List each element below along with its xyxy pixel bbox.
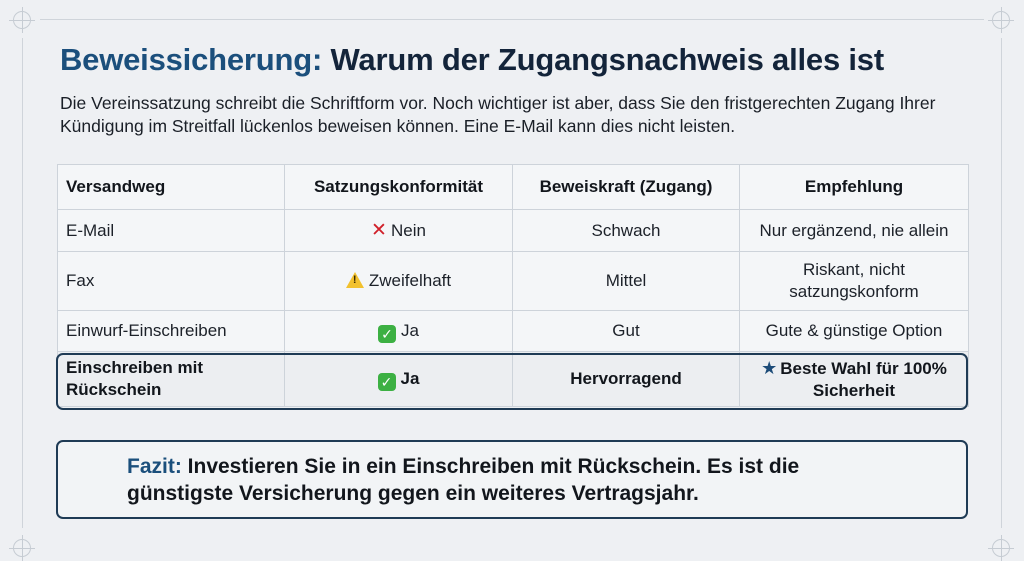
title-accent: Beweissicherung: bbox=[60, 42, 323, 77]
column-header-versandweg: Versandweg bbox=[57, 164, 285, 210]
check-mark-icon: ✓ bbox=[378, 324, 397, 343]
conclusion-body: Investieren Sie in ein Einschreiben mit … bbox=[127, 454, 800, 505]
check-mark-icon: ✓ bbox=[377, 372, 396, 391]
cell-versandweg: Fax bbox=[57, 251, 285, 311]
crop-mark-bottom-right-icon bbox=[988, 535, 1014, 561]
comparison-table: Versandweg Satzungskonformität Beweiskra… bbox=[57, 164, 969, 407]
cell-beweiskraft: Mittel bbox=[512, 251, 740, 311]
cell-konformitaet: ✓ Ja bbox=[284, 351, 513, 407]
konformitaet-value: Ja bbox=[400, 368, 420, 388]
cell-versandweg: E-Mail bbox=[57, 209, 285, 252]
table-header-row: Versandweg Satzungskonformität Beweiskra… bbox=[57, 164, 969, 210]
column-header-satzungskonformitaet: Satzungskonformität bbox=[284, 164, 513, 210]
warning-icon bbox=[345, 272, 364, 288]
table-row: E-Mail ✕ Nein Schwach Nur ergänzend, nie … bbox=[57, 209, 969, 252]
table-row-highlighted: Einschreiben mit Rückschein ✓ Ja Hervorra… bbox=[57, 351, 969, 407]
title-rest: Warum der Zugangsnachweis alles ist bbox=[322, 42, 885, 77]
star-icon: ★ bbox=[761, 357, 778, 378]
cell-empfehlung: Gute & günstige Option bbox=[739, 310, 969, 352]
conclusion-label: Fazit: bbox=[127, 454, 182, 478]
cell-empfehlung: Nur ergänzend, nie allein bbox=[739, 209, 969, 252]
crop-mark-bottom-left-icon bbox=[9, 535, 35, 561]
konformitaet-value: Ja bbox=[401, 320, 419, 340]
column-header-beweiskraft: Beweiskraft (Zugang) bbox=[512, 164, 740, 210]
comparison-table-container: Versandweg Satzungskonformität Beweiskra… bbox=[57, 164, 969, 407]
empfehlung-value: Beste Wahl für 100% Sicherheit bbox=[780, 358, 947, 400]
table-row: Einwurf-Einschreiben ✓ Ja Gut Gute & güns… bbox=[57, 310, 969, 352]
cell-beweiskraft: Hervorragend bbox=[512, 351, 740, 407]
column-header-empfehlung: Empfehlung bbox=[739, 164, 969, 210]
cell-empfehlung: Riskant, nicht satzungskonform bbox=[739, 251, 969, 311]
frame-left-line bbox=[22, 38, 23, 528]
crop-mark-top-left-icon bbox=[9, 7, 35, 33]
cell-empfehlung: ★ Beste Wahl für 100% Sicherheit bbox=[739, 351, 969, 407]
conclusion-text: Fazit: Investieren Sie in ein Einschreib… bbox=[127, 453, 897, 507]
cell-versandweg: Einschreiben mit Rückschein bbox=[57, 351, 285, 407]
frame-right-line bbox=[1001, 38, 1002, 528]
cell-konformitaet: ✕ Nein bbox=[284, 209, 513, 252]
frame-top-line bbox=[40, 19, 984, 20]
crop-mark-top-right-icon bbox=[988, 7, 1014, 33]
intro-paragraph: Die Vereinssatzung schreibt die Schriftf… bbox=[60, 93, 936, 136]
konformitaet-value: Nein bbox=[390, 220, 426, 240]
cell-konformitaet: ✓ Ja bbox=[284, 310, 513, 352]
cross-mark-icon: ✕ bbox=[371, 219, 387, 241]
cell-versandweg: Einwurf-Einschreiben bbox=[57, 310, 285, 352]
cell-konformitaet: Zweifelhaft bbox=[284, 251, 513, 311]
table-row: Fax Zweifelhaft Mittel Riskant, nicht sa… bbox=[57, 251, 969, 311]
konformitaet-value: Zweifelhaft bbox=[368, 271, 452, 290]
page-title: Beweissicherung: Warum der Zugangsnachwe… bbox=[60, 42, 884, 78]
conclusion-box: Fazit: Investieren Sie in ein Einschreib… bbox=[56, 440, 968, 519]
cell-beweiskraft: Gut bbox=[512, 310, 740, 352]
cell-beweiskraft: Schwach bbox=[512, 209, 740, 252]
